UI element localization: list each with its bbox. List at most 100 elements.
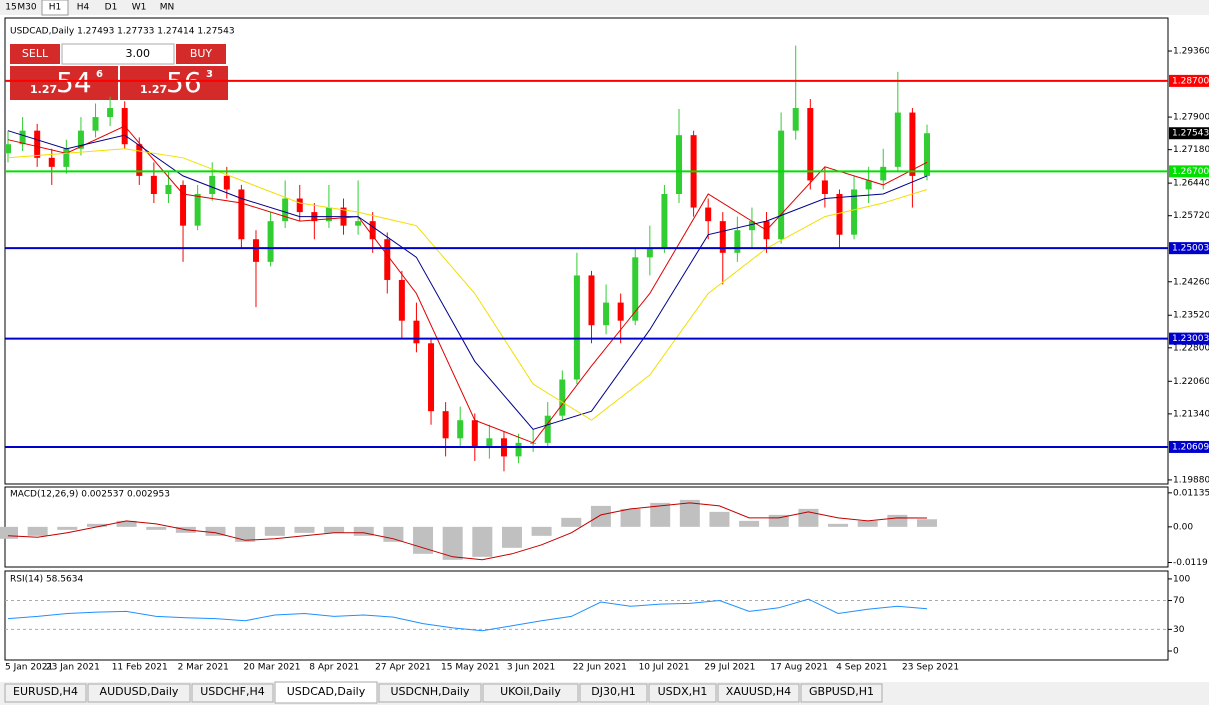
x-tick-label: 22 Jun 2021 xyxy=(573,663,627,673)
candle-body xyxy=(632,257,639,321)
macd-bar xyxy=(917,519,937,527)
timeframe-button[interactable]: D1 xyxy=(105,3,118,13)
x-tick-label: 23 Sep 2021 xyxy=(902,663,959,673)
rsi-title: RSI(14) 58.5634 xyxy=(10,575,83,585)
sell-button[interactable] xyxy=(10,44,60,64)
tab[interactable] xyxy=(800,683,883,703)
buy-label[interactable]: BUY xyxy=(190,47,213,60)
macd-bar xyxy=(383,526,404,542)
candle-body xyxy=(77,130,84,149)
y-tick-label: 1.19880 xyxy=(1173,475,1209,485)
tab[interactable] xyxy=(191,683,274,703)
candle-body xyxy=(369,221,376,240)
tab[interactable] xyxy=(378,683,482,703)
timeframe-button[interactable]: H1 xyxy=(49,3,62,13)
tab-label[interactable]: UKOil,Daily xyxy=(500,685,561,698)
ask-big: 1.27 xyxy=(140,83,167,96)
sell-label[interactable]: SELL xyxy=(22,47,49,60)
y-tick-label: 1.25720 xyxy=(1173,211,1209,221)
tab[interactable] xyxy=(87,683,191,703)
moving-average xyxy=(7,148,928,421)
tab-label[interactable]: EURUSD,H4 xyxy=(13,685,78,698)
x-tick-label: 17 Aug 2021 xyxy=(770,663,828,673)
macd-bar xyxy=(887,514,908,527)
macd-bar xyxy=(86,523,107,527)
candle-body xyxy=(894,112,901,167)
y-tick-label: 1.22800 xyxy=(1173,343,1209,353)
macd-bar xyxy=(294,526,315,533)
candle-body xyxy=(646,248,653,258)
macd-bar xyxy=(501,526,522,548)
candle-body xyxy=(617,302,624,321)
candle-body xyxy=(559,379,566,416)
macd-panel xyxy=(4,486,1169,568)
tab-label[interactable]: DJ30,H1 xyxy=(591,685,635,698)
tab[interactable] xyxy=(717,683,800,703)
tab-label[interactable]: USDCHF,H4 xyxy=(200,685,265,698)
timeframe-button[interactable]: 15 xyxy=(5,3,16,13)
x-tick-label: 8 Apr 2021 xyxy=(309,663,359,673)
candle-body xyxy=(165,184,172,194)
candle-body xyxy=(573,275,580,380)
buy-button[interactable] xyxy=(176,44,226,64)
y-tick-label: 1.29360 xyxy=(1173,47,1209,57)
candle-body xyxy=(515,442,522,457)
tab[interactable] xyxy=(482,683,579,703)
macd-bar xyxy=(650,502,671,527)
x-tick-label: 15 May 2021 xyxy=(441,663,500,673)
candle-body xyxy=(719,221,726,253)
candle-body xyxy=(471,420,478,448)
level-label-box xyxy=(1169,74,1209,87)
candle-body xyxy=(676,135,683,194)
tab-label[interactable]: XAUUSD,H4 xyxy=(726,685,791,698)
candle-body xyxy=(296,198,303,213)
timeframe-button[interactable]: MN xyxy=(160,3,175,13)
tab-label[interactable]: USDCNH,Daily xyxy=(390,685,470,698)
x-tick-label: 4 Sep 2021 xyxy=(836,663,887,673)
level-label-box xyxy=(1169,165,1209,178)
lot-input[interactable] xyxy=(61,43,175,65)
tab[interactable] xyxy=(4,683,87,703)
chart-title: USDCAD,Daily 1.27493 1.27733 1.27414 1.2… xyxy=(10,27,235,37)
level-label: 1.23003 xyxy=(1172,334,1209,344)
macd-bar xyxy=(828,523,849,527)
ask-box[interactable] xyxy=(120,66,228,100)
macd-bar xyxy=(442,526,463,560)
candle-body xyxy=(588,275,595,326)
rsi-panel xyxy=(4,570,1169,661)
bid-box[interactable] xyxy=(10,66,118,100)
x-tick-label: 3 Jun 2021 xyxy=(507,663,555,673)
tab[interactable] xyxy=(579,683,648,703)
timeframe-active xyxy=(41,0,69,16)
tab-label[interactable]: GBPUSD,H1 xyxy=(809,685,874,698)
timeframe-button[interactable]: H4 xyxy=(77,3,90,13)
candle-body xyxy=(194,193,201,226)
candle-body xyxy=(223,175,230,190)
timeframe-button[interactable]: W1 xyxy=(132,3,147,13)
lot-value[interactable]: 3.00 xyxy=(126,47,151,60)
x-tick-label: 2 Mar 2021 xyxy=(178,663,229,673)
candle-body xyxy=(252,239,259,262)
candle-body xyxy=(5,144,11,154)
candle-body xyxy=(398,279,405,321)
macd-bar xyxy=(116,520,137,527)
macd-title: MACD(12,26,9) 0.002537 0.002953 xyxy=(10,490,170,500)
y-tick-label: -0.0119 xyxy=(1173,558,1208,568)
tab-label[interactable]: USDX,H1 xyxy=(658,685,708,698)
level-label-box xyxy=(1169,242,1209,255)
tab[interactable] xyxy=(648,683,717,703)
y-tick-label: 1.24260 xyxy=(1173,277,1209,287)
timeframe-button[interactable]: M30 xyxy=(17,3,36,13)
tab-label[interactable]: AUDUSD,Daily xyxy=(100,685,179,698)
rsi-line xyxy=(7,598,928,632)
macd-bar xyxy=(590,505,611,527)
level-label: 1.26700 xyxy=(1172,167,1209,177)
y-tick-label: 1.22060 xyxy=(1173,377,1209,387)
macd-bar xyxy=(620,508,641,527)
candle-body xyxy=(413,320,420,344)
tab[interactable] xyxy=(274,681,378,704)
macd-bar xyxy=(205,526,226,536)
tab-label[interactable]: USDCAD,Daily xyxy=(287,685,366,698)
candle-body xyxy=(267,221,274,262)
macd-bar xyxy=(235,526,256,542)
